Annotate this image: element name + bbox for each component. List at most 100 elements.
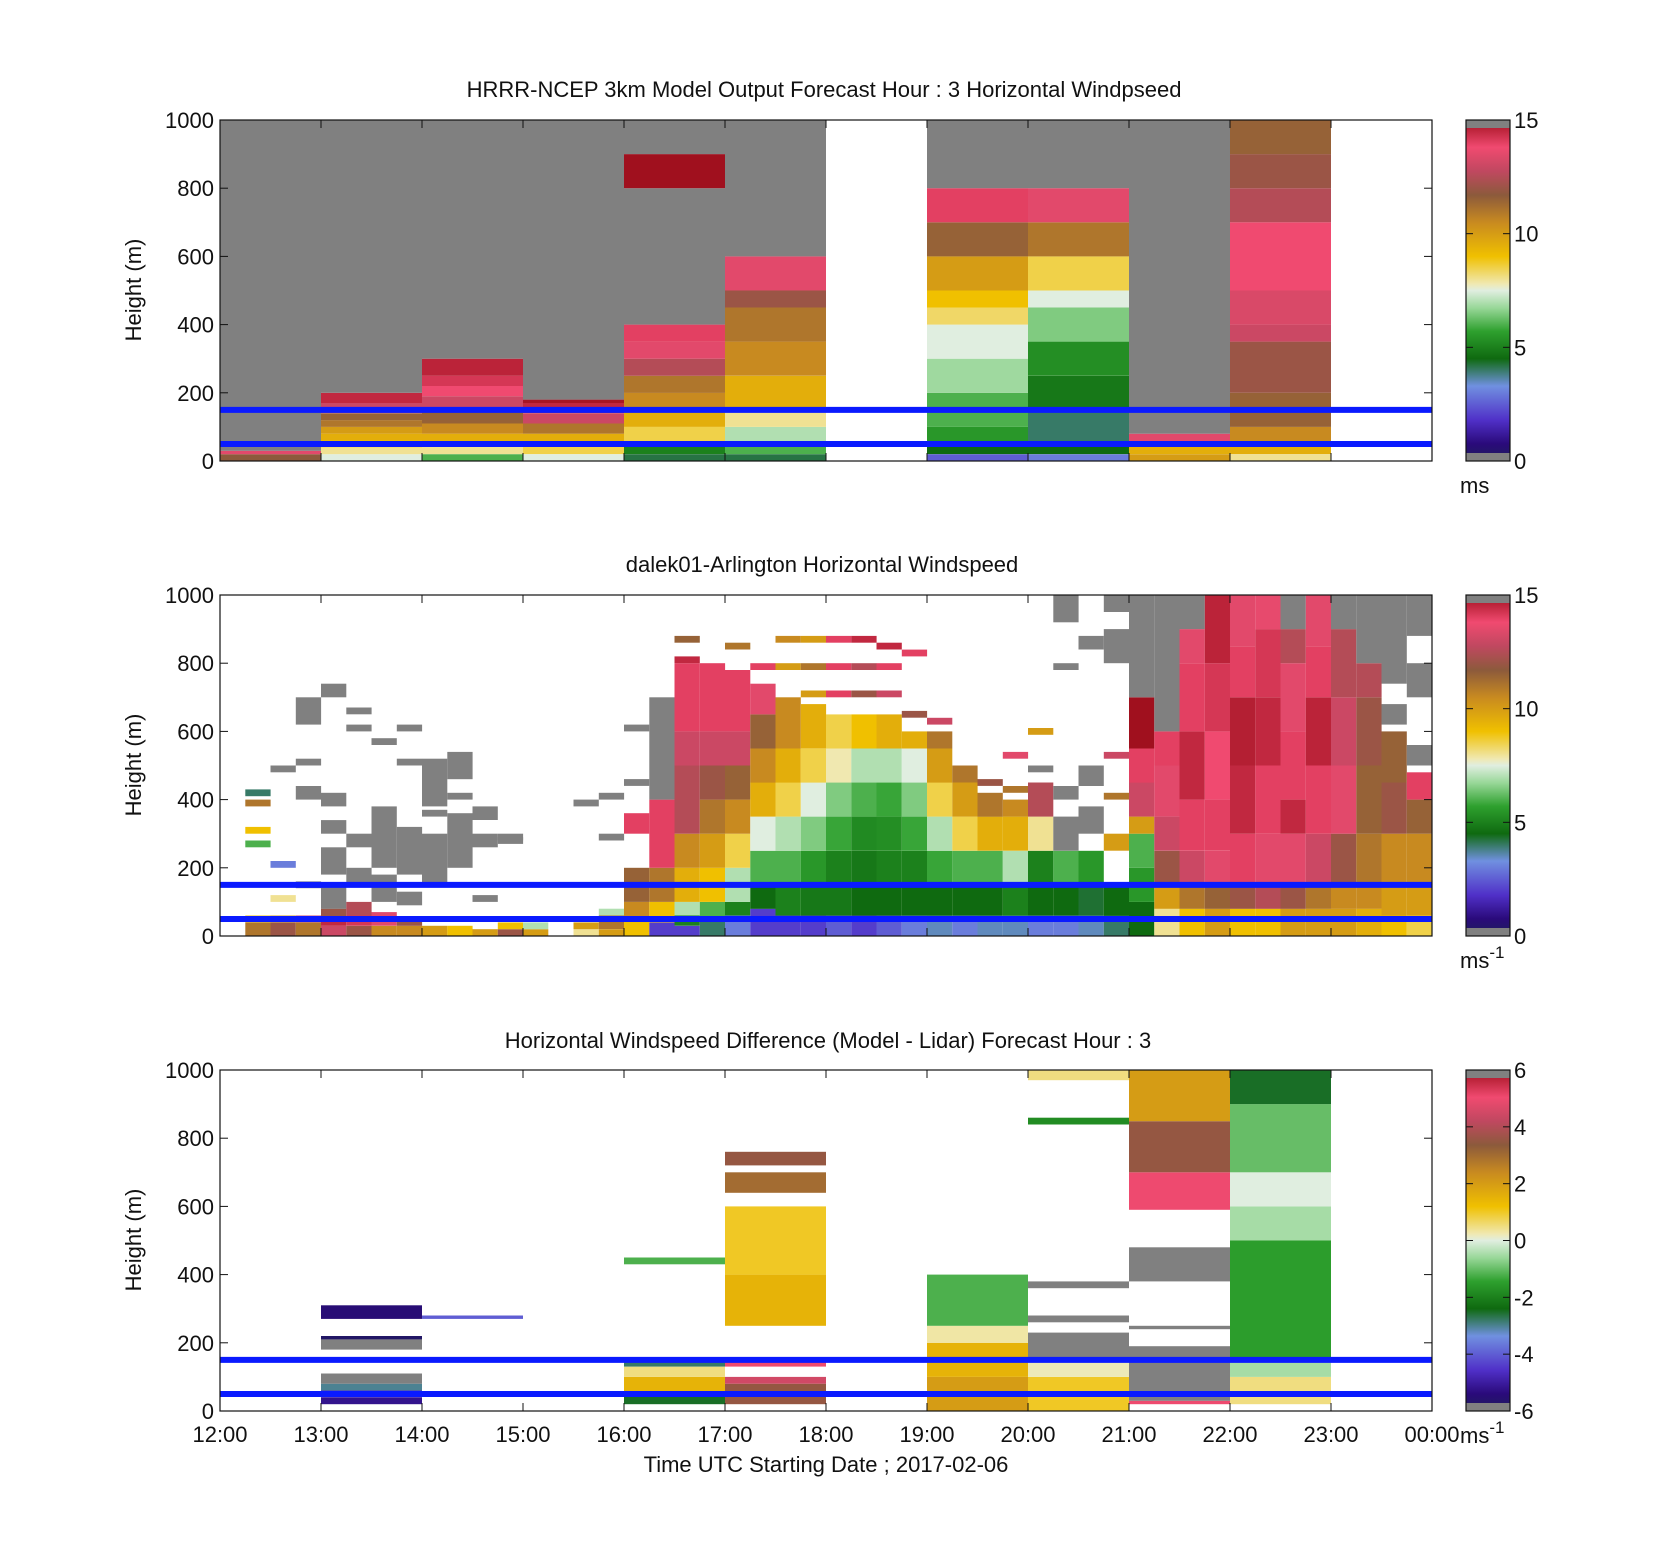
y-tick-label: 1000 xyxy=(165,108,214,133)
heatmap-cell xyxy=(1002,751,1029,759)
heatmap-cell xyxy=(1028,454,1129,461)
panel-3-y-ticks: 0 200 400 600 800 1000 xyxy=(165,1058,1432,1424)
heatmap-cell xyxy=(1331,833,1357,885)
heatmap-cell xyxy=(725,731,751,766)
heatmap-cell xyxy=(346,833,372,848)
heatmap-cell xyxy=(800,635,827,643)
heatmap-cell xyxy=(1129,1070,1230,1122)
x-tick-label: 19:00 xyxy=(899,1422,954,1447)
heatmap-cell xyxy=(1406,745,1433,766)
x-tick-label: 15:00 xyxy=(495,1422,550,1447)
colorbar-tick-label: 15 xyxy=(1514,108,1538,133)
panel-3-colorbar: -6 -4 -2 0 2 4 6 ms-1 xyxy=(1460,1058,1534,1448)
heatmap-cell xyxy=(624,1366,725,1377)
colorbar-unit-exponent: -1 xyxy=(1489,1418,1504,1437)
heatmap-cell xyxy=(725,1151,826,1166)
heatmap-cell xyxy=(1280,731,1306,800)
heatmap-cell xyxy=(800,704,827,749)
heatmap-cell xyxy=(472,806,498,820)
heatmap-cell xyxy=(876,782,902,817)
heatmap-cell xyxy=(1053,816,1079,851)
heatmap-cell xyxy=(1053,663,1079,670)
x-tick-label: 20:00 xyxy=(1000,1422,1055,1447)
colorbar-tick-label: -6 xyxy=(1514,1399,1534,1424)
heatmap-cell xyxy=(1028,1070,1129,1081)
colorbar-unit: ms-1 xyxy=(1460,943,1504,973)
heatmap-cell xyxy=(624,779,650,786)
panel-1-heatmap xyxy=(220,120,1331,461)
heatmap-cell xyxy=(851,714,877,749)
heatmap-cell xyxy=(1280,629,1306,664)
heatmap-cell xyxy=(1028,409,1129,444)
heatmap-cell xyxy=(851,663,877,670)
panel-2-x-ticks xyxy=(219,595,1433,936)
heatmap-cell xyxy=(220,450,321,455)
heatmap-cell xyxy=(927,188,1028,223)
colorbar-cap-top xyxy=(1466,595,1510,603)
heatmap-cell xyxy=(1028,120,1129,189)
y-tick-label: 400 xyxy=(177,788,214,813)
heatmap-cell xyxy=(1053,595,1079,623)
heatmap-cell xyxy=(1028,816,1054,851)
heatmap-cell xyxy=(901,710,928,718)
colorbar-unit-base: ms xyxy=(1460,948,1489,973)
heatmap-cell xyxy=(321,1336,422,1340)
heatmap-cell xyxy=(1129,1400,1230,1405)
heatmap-cell xyxy=(876,690,902,698)
heatmap-cell xyxy=(1028,443,1129,455)
heatmap-cell xyxy=(750,884,776,909)
heatmap-cell xyxy=(1103,884,1130,916)
heatmap-cell xyxy=(1230,1206,1331,1241)
heatmap-cell xyxy=(1406,884,1433,916)
panel-2-colorbar: 0 5 10 15 ms-1 xyxy=(1460,583,1538,973)
heatmap-cell xyxy=(295,697,322,725)
x-tick-label: 17:00 xyxy=(697,1422,752,1447)
heatmap-cell xyxy=(1204,884,1231,909)
heatmap-cell xyxy=(523,423,624,434)
heatmap-cell xyxy=(1028,765,1054,773)
heatmap-cell xyxy=(321,120,422,393)
heatmap-cell xyxy=(396,919,423,926)
heatmap-cell xyxy=(699,663,726,732)
colorbar-tick-label: 10 xyxy=(1514,222,1538,247)
heatmap-cell xyxy=(775,816,801,851)
heatmap-cell xyxy=(800,782,827,817)
heatmap-cell xyxy=(952,782,978,817)
heatmap-cell xyxy=(1230,426,1331,444)
heatmap-cell xyxy=(1230,697,1256,766)
heatmap-cell xyxy=(725,426,826,444)
heatmap-cell xyxy=(851,748,877,783)
heatmap-cell xyxy=(624,443,725,455)
heatmap-cell xyxy=(1179,629,1205,664)
heatmap-cell xyxy=(346,707,372,715)
heatmap-cell xyxy=(927,717,953,725)
heatmap-cell xyxy=(472,895,498,902)
heatmap-cell xyxy=(1179,850,1205,885)
heatmap-cell xyxy=(674,635,700,643)
heatmap-cell xyxy=(1255,833,1281,885)
heatmap-cell xyxy=(1179,799,1205,851)
heatmap-cell xyxy=(270,861,296,868)
heatmap-cell xyxy=(927,290,1028,308)
y-tick-label: 200 xyxy=(177,1331,214,1356)
y-tick-label: 0 xyxy=(202,924,214,949)
y-tick-label: 400 xyxy=(177,313,214,338)
heatmap-cell xyxy=(901,782,928,817)
heatmap-cell xyxy=(725,409,826,427)
heatmap-cell xyxy=(674,833,700,868)
heatmap-cell xyxy=(725,1376,826,1384)
x-tick-label: 21:00 xyxy=(1101,1422,1156,1447)
heatmap-cell xyxy=(1028,290,1129,308)
heatmap-cell xyxy=(295,758,322,766)
heatmap-cell xyxy=(396,925,423,936)
heatmap-cell xyxy=(977,850,1003,885)
y-tick-label: 600 xyxy=(177,1194,214,1219)
heatmap-cell xyxy=(674,663,700,732)
heatmap-cell xyxy=(800,690,827,698)
heatmap-cell xyxy=(245,922,271,936)
y-tick-label: 400 xyxy=(177,1263,214,1288)
heatmap-cell xyxy=(826,884,852,916)
heatmap-cell xyxy=(624,188,725,325)
heatmap-cell xyxy=(725,901,751,916)
heatmap-cell xyxy=(725,1274,826,1326)
